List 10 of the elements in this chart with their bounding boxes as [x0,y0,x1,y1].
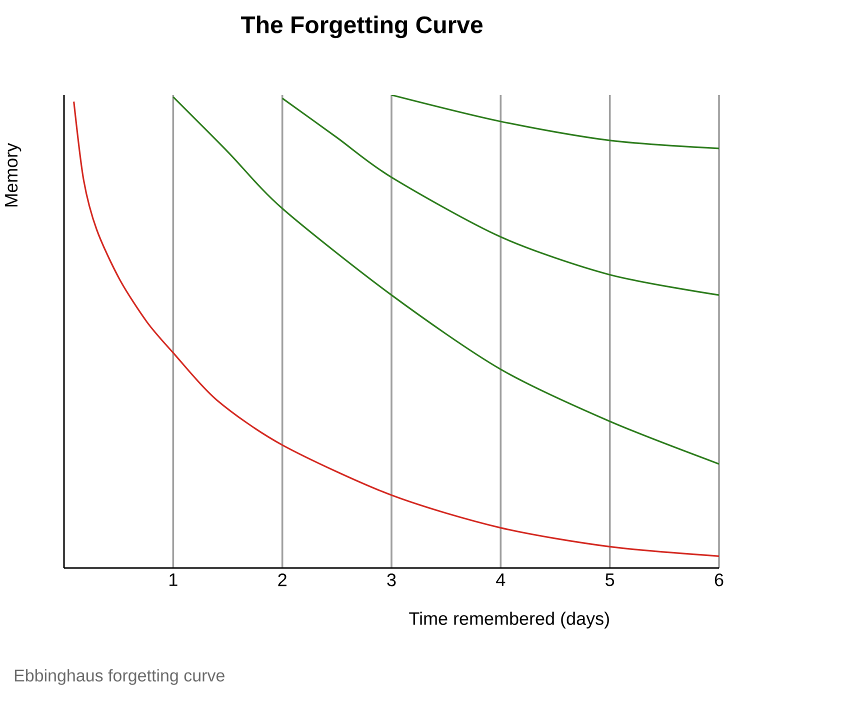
x-tick-label: 4 [496,574,506,586]
x-tick-label: 3 [387,574,396,586]
x-tick-label: 6 [714,574,724,586]
text: Ebbinghaus forgetting curve [14,669,224,685]
chart-title: The Forgetting Curve [240,16,483,38]
y-axis-title: Memory [5,142,22,206]
x-tick-label: 2 [278,574,286,586]
x-tick-label: 1 [170,574,178,586]
x-tick-label: 5 [606,574,614,586]
x-axis-title: Time remembered (days) [409,612,609,629]
